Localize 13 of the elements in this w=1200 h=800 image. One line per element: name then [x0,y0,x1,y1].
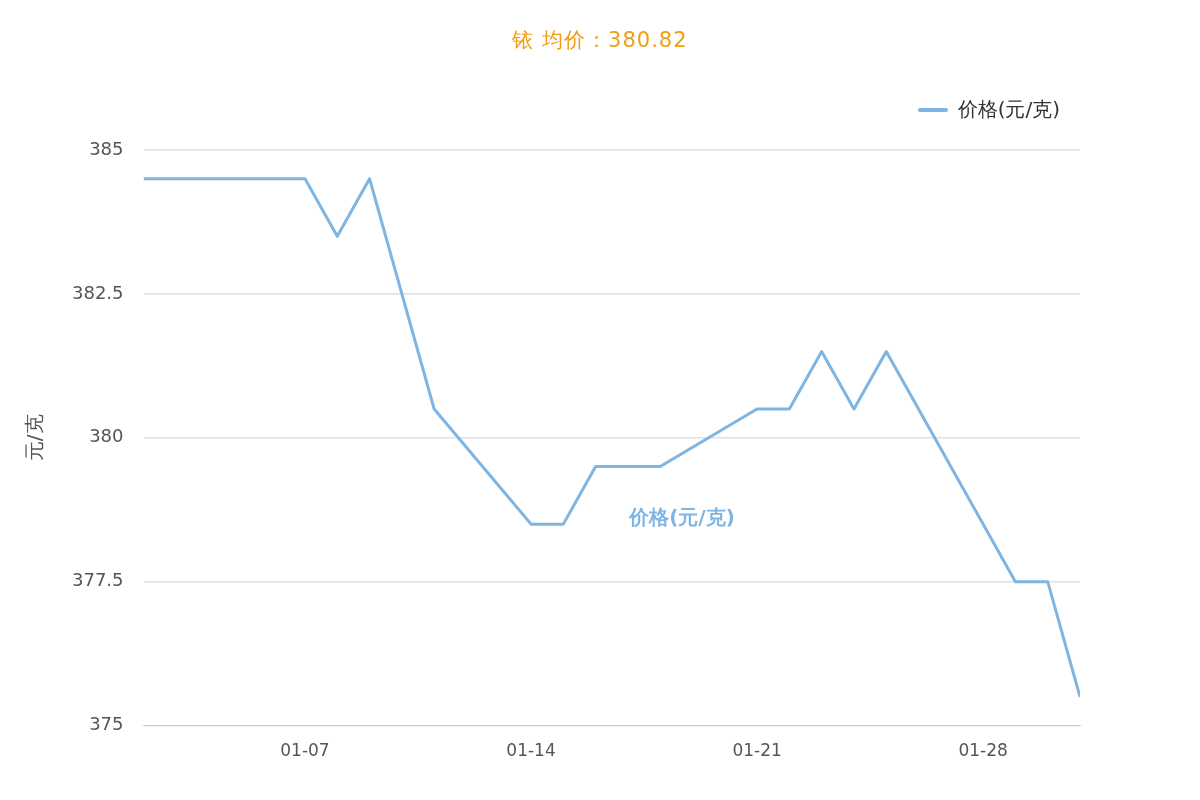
y-tick-label: 380 [89,425,124,447]
x-tick-label: 01-14 [506,740,556,761]
y-tick-label: 382.5 [72,281,124,303]
x-tick-label: 01-28 [958,740,1008,761]
annotation: 价格(元/克) [628,504,735,529]
legend-label: 价格(元/克) [957,96,1060,123]
x-tick-label: 01-07 [280,740,330,761]
x-tick-label: 01-21 [732,740,782,761]
y-axis-title: 元/克 [22,414,47,462]
y-tick-label: 375 [89,713,124,735]
chart-title: 铱 均价：380.82 [511,27,689,54]
y-tick-label: 377.5 [72,569,124,591]
y-tick-label: 385 [89,137,124,159]
